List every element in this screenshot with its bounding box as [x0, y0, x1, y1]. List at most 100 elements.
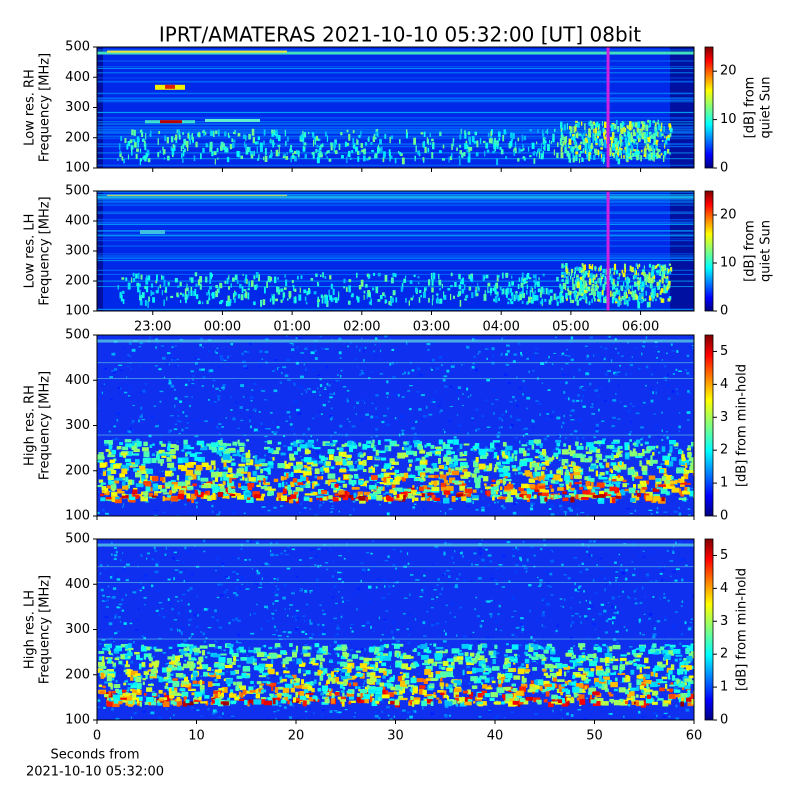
speck	[114, 497, 122, 504]
speck	[240, 466, 244, 469]
speck	[256, 146, 258, 153]
speck	[158, 484, 162, 489]
speck	[314, 475, 318, 479]
speck	[126, 451, 132, 457]
speck	[664, 460, 670, 465]
speck	[319, 496, 328, 501]
speck	[540, 142, 542, 149]
speck	[526, 497, 531, 502]
speck	[583, 275, 586, 278]
speck	[449, 406, 454, 408]
speck	[328, 289, 330, 297]
speck	[361, 399, 365, 402]
speck	[476, 487, 480, 490]
speck	[574, 297, 577, 302]
speck	[633, 139, 637, 142]
speck	[657, 124, 661, 131]
speck	[657, 149, 661, 152]
speck	[313, 349, 317, 353]
speck	[374, 153, 378, 158]
speck	[432, 143, 435, 150]
speck	[352, 145, 355, 148]
speck	[264, 435, 268, 438]
speck	[144, 155, 147, 162]
speck	[502, 506, 506, 510]
speck	[577, 122, 580, 128]
speck	[579, 281, 583, 289]
colorbar-label: [dB] from	[743, 77, 758, 139]
speck	[444, 464, 446, 466]
speck	[375, 449, 379, 456]
speck	[356, 272, 358, 278]
speck	[141, 292, 145, 299]
speck	[484, 348, 489, 350]
speck	[581, 135, 584, 140]
speck	[592, 495, 600, 498]
h-line	[97, 230, 694, 232]
speck	[414, 459, 417, 462]
speck	[285, 482, 288, 485]
speck	[617, 474, 621, 479]
speck	[620, 298, 622, 306]
speck	[136, 136, 140, 143]
speck	[171, 148, 175, 155]
speck	[152, 298, 154, 301]
speck	[634, 122, 638, 128]
speck	[657, 435, 660, 438]
h-line	[97, 269, 694, 271]
speck	[310, 460, 318, 467]
speck	[421, 493, 425, 498]
speck	[342, 483, 348, 488]
speck	[629, 439, 632, 442]
speck	[187, 497, 190, 502]
speck	[207, 708, 210, 711]
speck	[687, 482, 691, 485]
speck	[655, 144, 657, 151]
speck	[565, 397, 569, 399]
speck	[139, 415, 143, 419]
speck	[613, 278, 615, 285]
speck	[514, 399, 517, 402]
speck	[195, 464, 203, 471]
speck	[477, 576, 482, 580]
speck	[519, 514, 524, 516]
speck	[135, 459, 140, 465]
speck	[122, 454, 127, 458]
speck	[329, 501, 334, 503]
speck	[612, 504, 615, 506]
top-band	[97, 339, 694, 343]
speck	[585, 446, 588, 450]
speck	[627, 409, 631, 413]
speck	[655, 346, 658, 348]
speck	[254, 455, 258, 461]
speck	[385, 491, 389, 494]
speck	[579, 486, 584, 490]
speck	[547, 288, 549, 295]
speck	[652, 275, 656, 279]
speck	[582, 275, 585, 281]
speck	[563, 136, 567, 144]
speck	[181, 449, 185, 452]
speck	[351, 149, 354, 153]
speck	[569, 293, 572, 300]
speck	[340, 374, 342, 378]
speck	[394, 469, 400, 474]
speck	[425, 475, 429, 478]
speck	[530, 299, 534, 304]
speck	[580, 433, 582, 436]
speck	[642, 272, 646, 277]
speck	[569, 132, 572, 137]
x-tick-label: 05:00	[552, 320, 589, 335]
speck	[380, 489, 383, 491]
speck	[370, 415, 374, 419]
speck	[127, 362, 131, 364]
speck	[496, 140, 499, 147]
speck	[449, 447, 453, 450]
speck	[184, 503, 187, 506]
speck	[162, 149, 165, 155]
speck	[275, 149, 279, 157]
speck	[228, 448, 236, 451]
speck	[561, 717, 563, 720]
speck	[248, 477, 256, 482]
speck	[125, 432, 129, 435]
